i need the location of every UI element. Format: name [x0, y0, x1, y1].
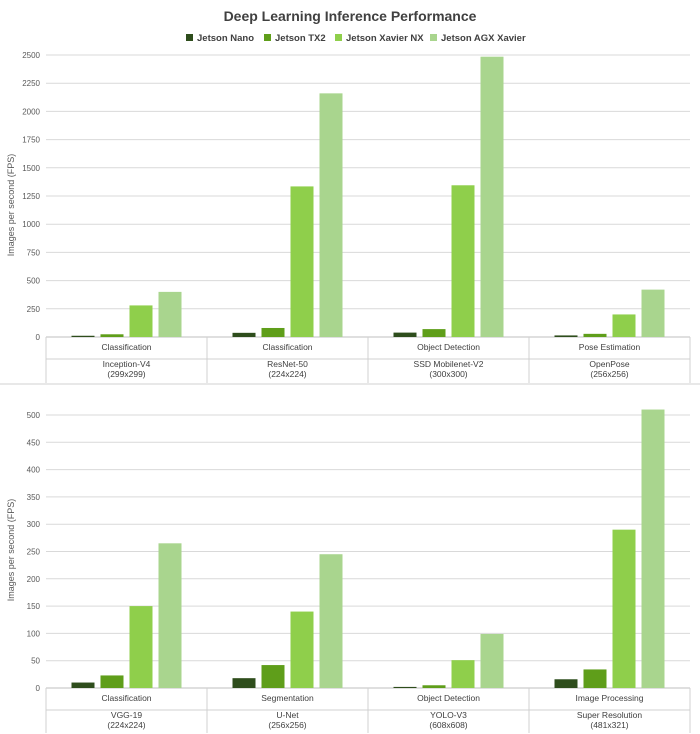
category-model-label: SSD Mobilenet-V2 — [414, 359, 484, 369]
legend-swatch-jetson-nano — [186, 34, 193, 41]
category-resolution-label: (256x256) — [590, 369, 628, 379]
category-model-label: VGG-19 — [111, 710, 142, 720]
bar-jetson-xavier-nx-openpose — [612, 314, 636, 337]
y-tick-label: 450 — [27, 438, 41, 447]
bottom-panel: 0 50 100 150 200 250 300 350 400 450 500 Images per… — [6, 409, 691, 733]
bar-jetson-xavier-nx-super-resolution — [612, 529, 636, 688]
bar-jetson-agx-xavier-super-resolution — [641, 409, 665, 688]
category-resolution-label: (224x224) — [268, 369, 306, 379]
bar-jetson-nano-vgg-19 — [71, 682, 95, 688]
bar-jetson-tx2-inception-v4 — [100, 334, 124, 337]
y-tick-label: 2000 — [22, 107, 40, 116]
y-tick-label: 1750 — [22, 136, 40, 145]
y-tick-label: 750 — [27, 248, 41, 257]
bar-jetson-nano-resnet-50 — [232, 332, 256, 337]
category-resolution-label: (256x256) — [268, 720, 306, 730]
legend-swatch-jetson-xavier-nx — [335, 34, 342, 41]
category-task-label: Segmentation — [261, 693, 314, 703]
category-model-label: Super Resolution — [577, 710, 642, 720]
chart-title: Deep Learning Inference Performance — [224, 8, 477, 24]
category-resolution-label: (224x224) — [107, 720, 145, 730]
category-model-label: OpenPose — [589, 359, 629, 369]
bar-jetson-agx-xavier-openpose — [641, 289, 665, 337]
category-model-label: Inception-V4 — [103, 359, 151, 369]
bar-jetson-xavier-nx-resnet-50 — [290, 186, 314, 337]
category-resolution-label: (608x608) — [429, 720, 467, 730]
y-tick-label: 350 — [27, 493, 41, 502]
bar-jetson-tx2-yolo-v3 — [422, 685, 446, 688]
y-axis-label: Images per second (FPS) — [6, 154, 16, 257]
bar-jetson-tx2-ssd-mobilenet-v2 — [422, 329, 446, 337]
bar-jetson-agx-xavier-ssd-mobilenet-v2 — [480, 56, 504, 337]
y-tick-label: 0 — [36, 333, 41, 342]
bar-jetson-nano-yolo-v3 — [393, 686, 417, 688]
category-task-label: Object Detection — [417, 693, 480, 703]
category-model-label: ResNet-50 — [267, 359, 308, 369]
bar-jetson-xavier-nx-u-net — [290, 611, 314, 688]
y-tick-label: 0 — [36, 684, 41, 693]
y-tick-label: 1250 — [22, 192, 40, 201]
category-task-label: Image Processing — [575, 693, 643, 703]
category-model-label: U-Net — [276, 710, 299, 720]
y-tick-label: 250 — [27, 548, 41, 557]
y-tick-label: 1000 — [22, 220, 40, 229]
legend-swatch-jetson-tx2 — [264, 34, 271, 41]
category-task-label: Object Detection — [417, 342, 480, 352]
category-task-label: Pose Estimation — [579, 342, 641, 352]
legend-label-jetson-tx2: Jetson TX2 — [275, 33, 326, 44]
category-task-label: Classification — [262, 342, 312, 352]
bar-jetson-xavier-nx-yolo-v3 — [451, 660, 475, 688]
y-axis-label: Images per second (FPS) — [6, 499, 16, 602]
bar-jetson-tx2-openpose — [583, 333, 607, 337]
y-tick-label: 100 — [27, 629, 41, 638]
category-task-label: Classification — [101, 693, 151, 703]
bar-jetson-tx2-u-net — [261, 665, 285, 688]
top-panel: 0 250 500 750 1000 1250 1500 1750 2000 2250 2500 Im… — [6, 51, 691, 383]
category-resolution-label: (300x300) — [429, 369, 467, 379]
bar-jetson-nano-u-net — [232, 678, 256, 688]
y-tick-label: 1500 — [22, 164, 40, 173]
category-model-label: YOLO-V3 — [430, 710, 467, 720]
bar-jetson-nano-openpose — [554, 335, 578, 337]
legend-label-jetson-nano: Jetson Nano — [197, 33, 254, 44]
y-tick-label: 400 — [27, 466, 41, 475]
bar-jetson-tx2-resnet-50 — [261, 327, 285, 337]
y-tick-label: 2500 — [22, 51, 40, 60]
category-task-label: Classification — [101, 342, 151, 352]
y-tick-label: 150 — [27, 602, 41, 611]
y-tick-label: 300 — [27, 520, 41, 529]
legend: Jetson Nano Jetson TX2 Jetson Xavier NX Jet… — [186, 33, 526, 44]
bar-jetson-tx2-super-resolution — [583, 669, 607, 688]
legend-swatch-jetson-agx-xavier — [430, 34, 437, 41]
y-tick-label: 50 — [31, 657, 40, 666]
bar-jetson-agx-xavier-u-net — [319, 554, 343, 688]
bar-jetson-xavier-nx-inception-v4 — [129, 305, 153, 337]
category-resolution-label: (299x299) — [107, 369, 145, 379]
bar-jetson-nano-ssd-mobilenet-v2 — [393, 332, 417, 337]
bar-jetson-tx2-vgg-19 — [100, 675, 124, 688]
y-tick-label: 500 — [27, 411, 41, 420]
bar-jetson-agx-xavier-yolo-v3 — [480, 633, 504, 688]
bar-jetson-xavier-nx-vgg-19 — [129, 606, 153, 688]
bar-jetson-agx-xavier-inception-v4 — [158, 291, 182, 337]
y-tick-label: 250 — [27, 305, 41, 314]
bar-jetson-agx-xavier-resnet-50 — [319, 93, 343, 338]
legend-label-jetson-agx-xavier: Jetson AGX Xavier — [441, 33, 526, 44]
y-tick-label: 2250 — [22, 79, 40, 88]
bar-jetson-agx-xavier-vgg-19 — [158, 543, 182, 688]
y-tick-label: 500 — [27, 277, 41, 286]
category-resolution-label: (481x321) — [590, 720, 628, 730]
bar-jetson-nano-super-resolution — [554, 679, 578, 688]
bar-jetson-xavier-nx-ssd-mobilenet-v2 — [451, 185, 475, 337]
y-tick-label: 200 — [27, 575, 41, 584]
legend-label-jetson-xavier-nx: Jetson Xavier NX — [346, 33, 424, 44]
bar-jetson-nano-inception-v4 — [71, 335, 95, 337]
